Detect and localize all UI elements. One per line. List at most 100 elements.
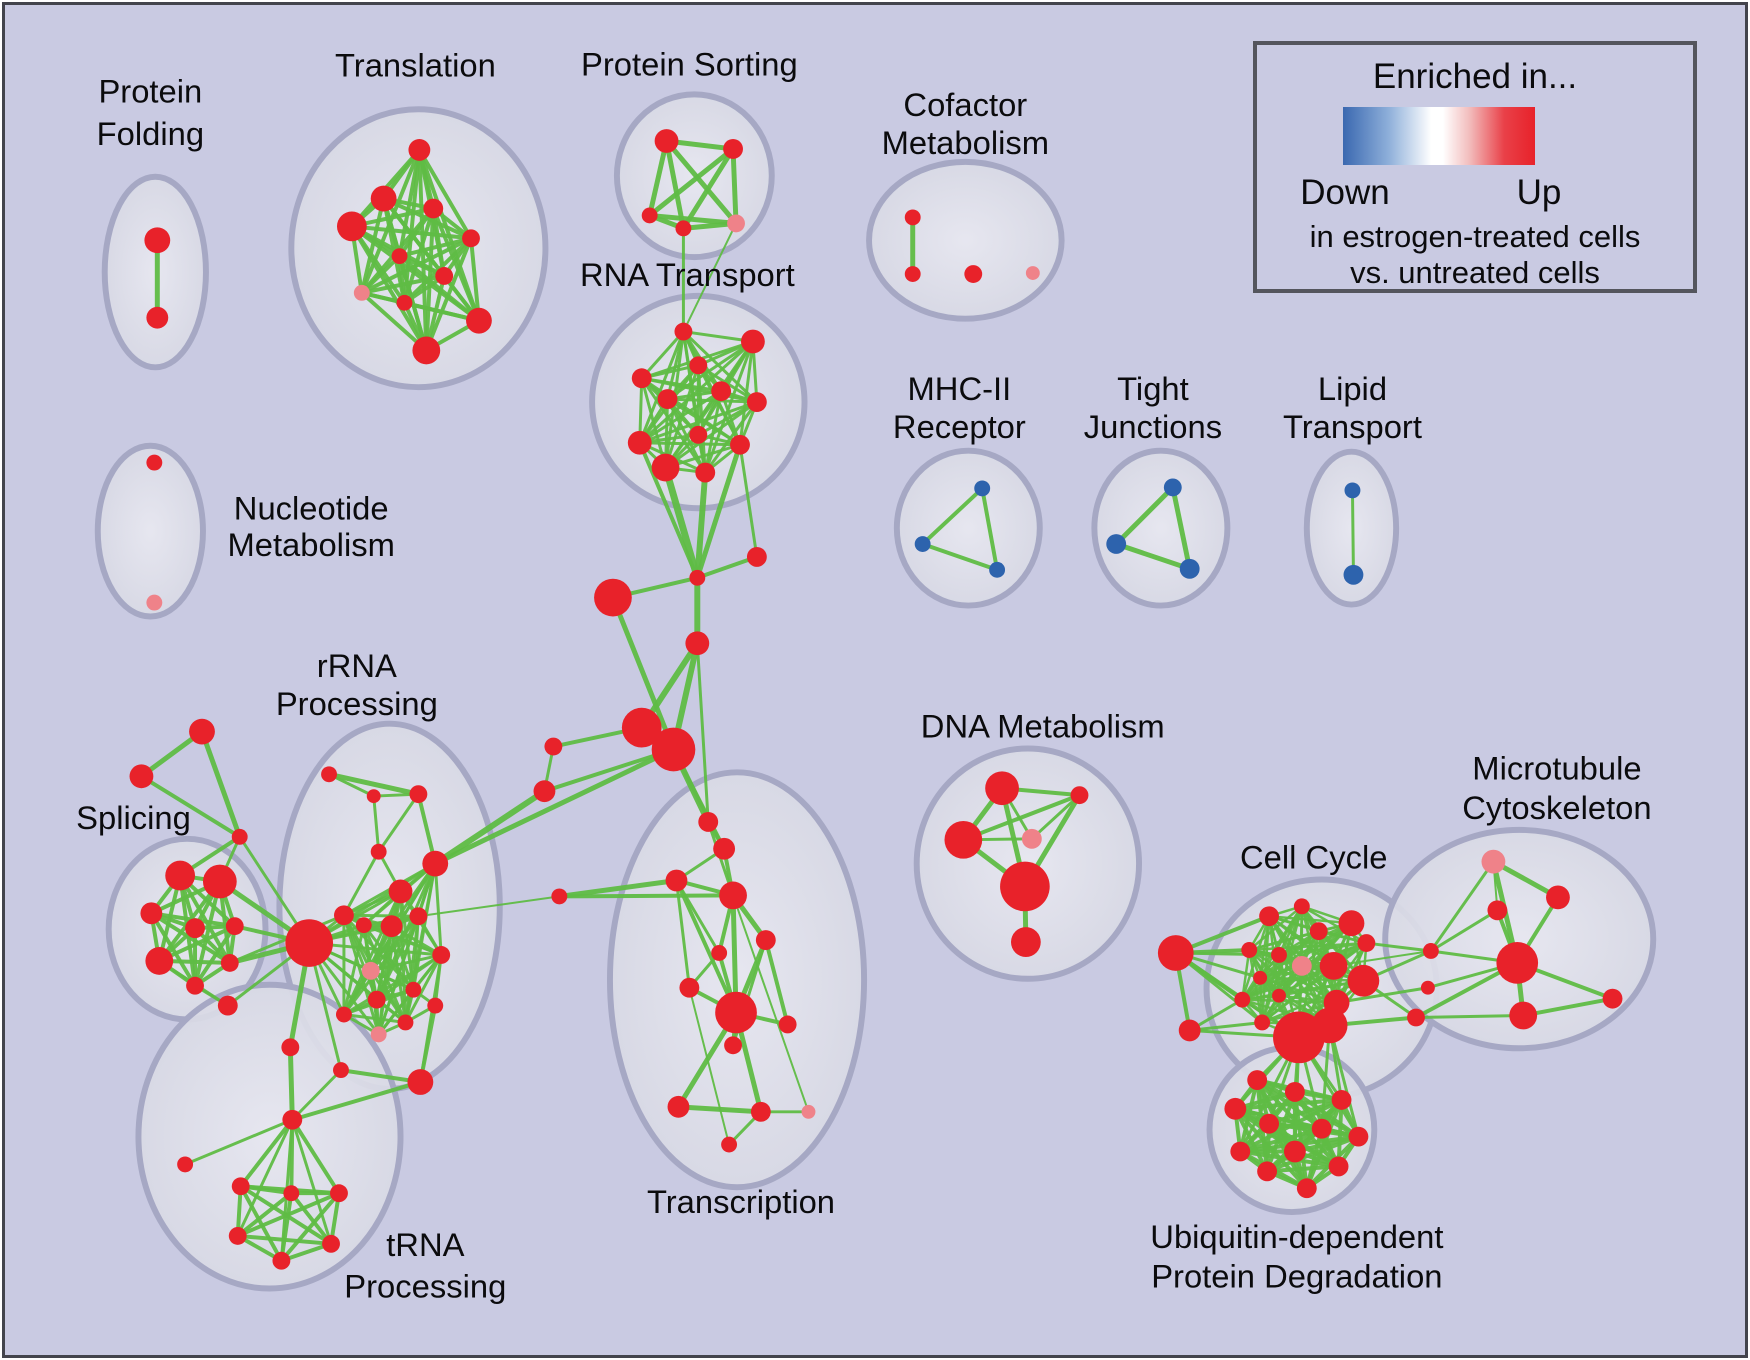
gene-set-node-ub1[interactable] — [1284, 1082, 1305, 1102]
gene-set-node-mh1[interactable] — [914, 536, 931, 552]
gene-set-node-tj2[interactable] — [1179, 558, 1200, 579]
gene-set-node-ccb1[interactable] — [1273, 1011, 1325, 1064]
gene-set-node-rr15[interactable] — [335, 1006, 352, 1023]
gene-set-node-rrb[interactable] — [366, 789, 381, 804]
gene-set-node-tr10[interactable] — [412, 336, 441, 365]
gene-set-node-tr8[interactable] — [396, 294, 413, 311]
gene-set-node-rrc[interactable] — [409, 785, 428, 804]
gene-set-node-dm2[interactable] — [944, 820, 983, 859]
gene-set-node-sg0[interactable] — [189, 718, 215, 745]
gene-set-node-cco2[interactable] — [1178, 1019, 1201, 1042]
gene-set-node-rr9[interactable] — [427, 997, 444, 1014]
gene-set-node-sp5[interactable] — [145, 947, 174, 975]
gene-set-node-cc9[interactable] — [1319, 951, 1348, 980]
gene-set-node-cc0[interactable] — [1259, 906, 1280, 927]
gene-set-node-ps3[interactable] — [675, 220, 692, 237]
gene-set-node-rr7[interactable] — [361, 961, 380, 980]
gene-set-node-mh0[interactable] — [974, 480, 991, 497]
gene-set-node-hb5[interactable] — [621, 707, 662, 748]
gene-set-node-cc8[interactable] — [1253, 970, 1268, 985]
gene-set-node-sp2[interactable] — [140, 902, 163, 925]
gene-set-node-mt3[interactable] — [1496, 942, 1539, 984]
gene-set-node-cc14[interactable] — [1254, 1014, 1271, 1031]
gene-set-node-rr11[interactable] — [407, 1069, 434, 1095]
gene-set-node-rr0[interactable] — [422, 850, 449, 877]
gene-set-node-tx1[interactable] — [713, 837, 736, 860]
gene-set-node-dm5[interactable] — [1010, 927, 1041, 957]
gene-set-node-tr5[interactable] — [391, 248, 408, 265]
gene-set-node-sp3[interactable] — [185, 918, 205, 939]
gene-set-node-tx8[interactable] — [778, 1015, 797, 1034]
gene-set-node-cc11[interactable] — [1234, 991, 1251, 1008]
gene-set-node-rr10[interactable] — [367, 990, 386, 1009]
gene-set-node-rr13[interactable] — [397, 1014, 414, 1031]
gene-set-node-tx0[interactable] — [698, 812, 719, 832]
gene-set-node-rr8[interactable] — [405, 981, 422, 998]
gene-set-node-hb4[interactable] — [594, 578, 632, 617]
gene-set-node-rt8[interactable] — [627, 430, 652, 455]
gene-set-node-mt5[interactable] — [1602, 988, 1623, 1009]
gene-set-node-cf1[interactable] — [904, 266, 921, 282]
gene-set-node-ccb2[interactable] — [1311, 1007, 1348, 1044]
gene-set-node-tx9[interactable] — [724, 1036, 742, 1055]
gene-set-node-ub4[interactable] — [1259, 1113, 1280, 1134]
gene-set-node-tp2[interactable] — [231, 1177, 250, 1196]
gene-set-node-mt1[interactable] — [1546, 885, 1570, 910]
gene-set-node-tr3[interactable] — [423, 198, 444, 219]
gene-set-node-tx2[interactable] — [665, 869, 688, 892]
gene-set-node-dm1[interactable] — [1070, 786, 1089, 805]
gene-set-node-sg1[interactable] — [129, 764, 154, 789]
gene-set-node-cco1[interactable] — [1157, 935, 1194, 971]
gene-set-node-rr17[interactable] — [333, 1062, 349, 1079]
gene-set-node-lp0[interactable] — [1344, 482, 1361, 499]
gene-set-node-tp1[interactable] — [177, 1156, 194, 1173]
gene-set-node-ub9[interactable] — [1257, 1161, 1278, 1182]
gene-set-node-rrd[interactable] — [370, 843, 387, 860]
gene-set-node-dm0[interactable] — [985, 771, 1019, 806]
gene-set-node-tp5[interactable] — [228, 1226, 247, 1245]
gene-set-node-rt11[interactable] — [695, 462, 716, 483]
gene-set-node-ps2[interactable] — [641, 207, 658, 224]
gene-set-node-lp1[interactable] — [1343, 564, 1364, 585]
gene-set-node-tx7[interactable] — [715, 991, 757, 1034]
gene-set-node-hb9[interactable] — [551, 888, 568, 905]
gene-set-node-tr9[interactable] — [466, 307, 492, 334]
gene-set-node-rr14[interactable] — [370, 1026, 387, 1043]
gene-set-node-tr7[interactable] — [353, 284, 370, 301]
gene-set-node-nm0[interactable] — [146, 454, 163, 471]
gene-set-node-ps1[interactable] — [723, 139, 743, 159]
gene-set-node-tx3[interactable] — [719, 881, 747, 910]
gene-set-node-hb1[interactable] — [689, 569, 706, 586]
gene-set-node-tx6[interactable] — [679, 977, 700, 998]
gene-set-node-tp3[interactable] — [283, 1185, 300, 1202]
gene-set-node-cc7[interactable] — [1291, 955, 1312, 976]
gene-set-node-rr16[interactable] — [281, 1038, 300, 1057]
gene-set-node-tp6[interactable] — [322, 1234, 340, 1253]
gene-set-node-dm3[interactable] — [1021, 828, 1042, 849]
gene-set-node-tj1[interactable] — [1106, 534, 1127, 554]
gene-set-node-hb2[interactable] — [685, 631, 710, 656]
gene-set-node-mj1[interactable] — [1422, 943, 1439, 959]
gene-set-node-ub0[interactable] — [1247, 1070, 1268, 1090]
gene-set-node-rr18[interactable] — [217, 995, 238, 1016]
gene-set-node-ub6[interactable] — [1348, 1126, 1369, 1147]
gene-set-node-mt4[interactable] — [1509, 1001, 1538, 1030]
gene-set-node-cf0[interactable] — [904, 209, 921, 226]
gene-set-node-mt2[interactable] — [1487, 900, 1508, 921]
gene-set-node-rr6[interactable] — [432, 946, 451, 964]
gene-set-node-sp6[interactable] — [220, 953, 239, 972]
gene-set-node-tx11[interactable] — [750, 1101, 771, 1122]
gene-set-node-sp7[interactable] — [186, 976, 204, 995]
gene-set-node-rt10[interactable] — [651, 453, 680, 482]
gene-set-node-rrh[interactable] — [285, 919, 334, 967]
gene-set-node-nm1[interactable] — [146, 594, 163, 611]
gene-set-node-mj3[interactable] — [1407, 1008, 1425, 1027]
gene-set-node-rt5[interactable] — [657, 389, 678, 410]
gene-set-node-cc5[interactable] — [1241, 942, 1258, 958]
gene-set-node-rt9[interactable] — [730, 434, 750, 455]
gene-set-node-rr3[interactable] — [380, 915, 403, 938]
gene-set-node-cc4[interactable] — [1357, 934, 1376, 952]
gene-set-node-tr6[interactable] — [435, 267, 454, 285]
gene-set-node-rt2[interactable] — [689, 356, 708, 375]
gene-set-node-cc6[interactable] — [1271, 947, 1287, 963]
